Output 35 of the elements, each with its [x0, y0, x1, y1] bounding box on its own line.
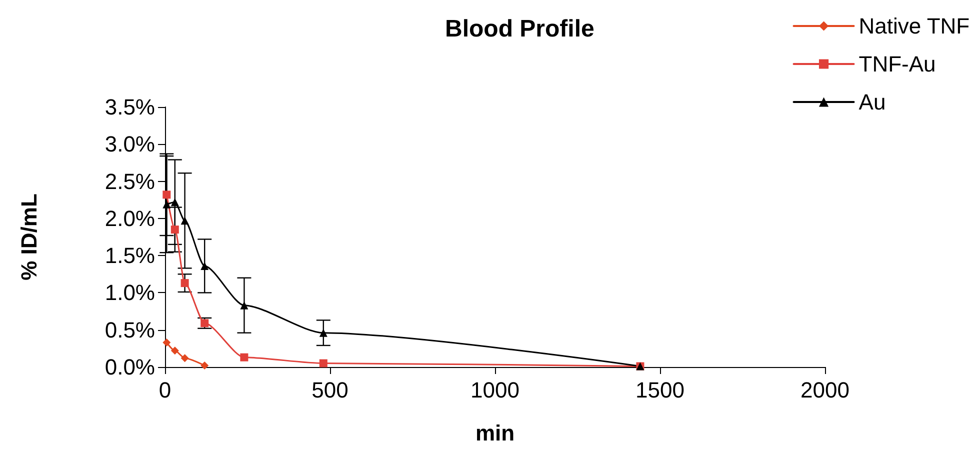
- point: [162, 200, 171, 208]
- point: [200, 262, 209, 270]
- point: [170, 226, 179, 234]
- y-tick-label: 2.0%: [104, 206, 155, 231]
- y-tick-label: 3.5%: [104, 94, 155, 120]
- point: [200, 319, 209, 328]
- point: [180, 279, 189, 288]
- point: [319, 328, 328, 337]
- y-axis-title: % ID/mL: [16, 194, 42, 280]
- point: [170, 198, 179, 206]
- y-tick-label: 3.0%: [104, 132, 155, 157]
- y-tick-label: 0.0%: [104, 354, 155, 380]
- point: [240, 353, 248, 362]
- legend-label: Native TNF: [858, 14, 970, 38]
- point: [180, 354, 189, 362]
- legend-label: TNF-Au: [858, 52, 936, 76]
- point: [162, 190, 171, 199]
- x-tick-label: 0: [158, 378, 172, 402]
- point: [200, 362, 209, 370]
- legend-label: Au: [858, 90, 886, 114]
- x-tick-label: 2000: [800, 378, 850, 402]
- y-tick-label: 0.5%: [104, 317, 155, 342]
- x-tick-label: 1500: [636, 378, 684, 402]
- x-tick-label: 500: [312, 378, 348, 402]
- point: [240, 301, 248, 310]
- y-tick-label: 1.0%: [104, 280, 155, 306]
- x-axis-title: min: [475, 420, 515, 446]
- y-tick-label: 1.5%: [104, 243, 155, 268]
- point: [319, 359, 328, 368]
- y-tick-label: 2.5%: [104, 168, 155, 194]
- x-tick-label: 1000: [470, 378, 520, 402]
- point: [170, 346, 179, 355]
- point: [162, 338, 171, 346]
- point: [180, 216, 189, 225]
- chart-title: Blood Profile: [445, 16, 594, 42]
